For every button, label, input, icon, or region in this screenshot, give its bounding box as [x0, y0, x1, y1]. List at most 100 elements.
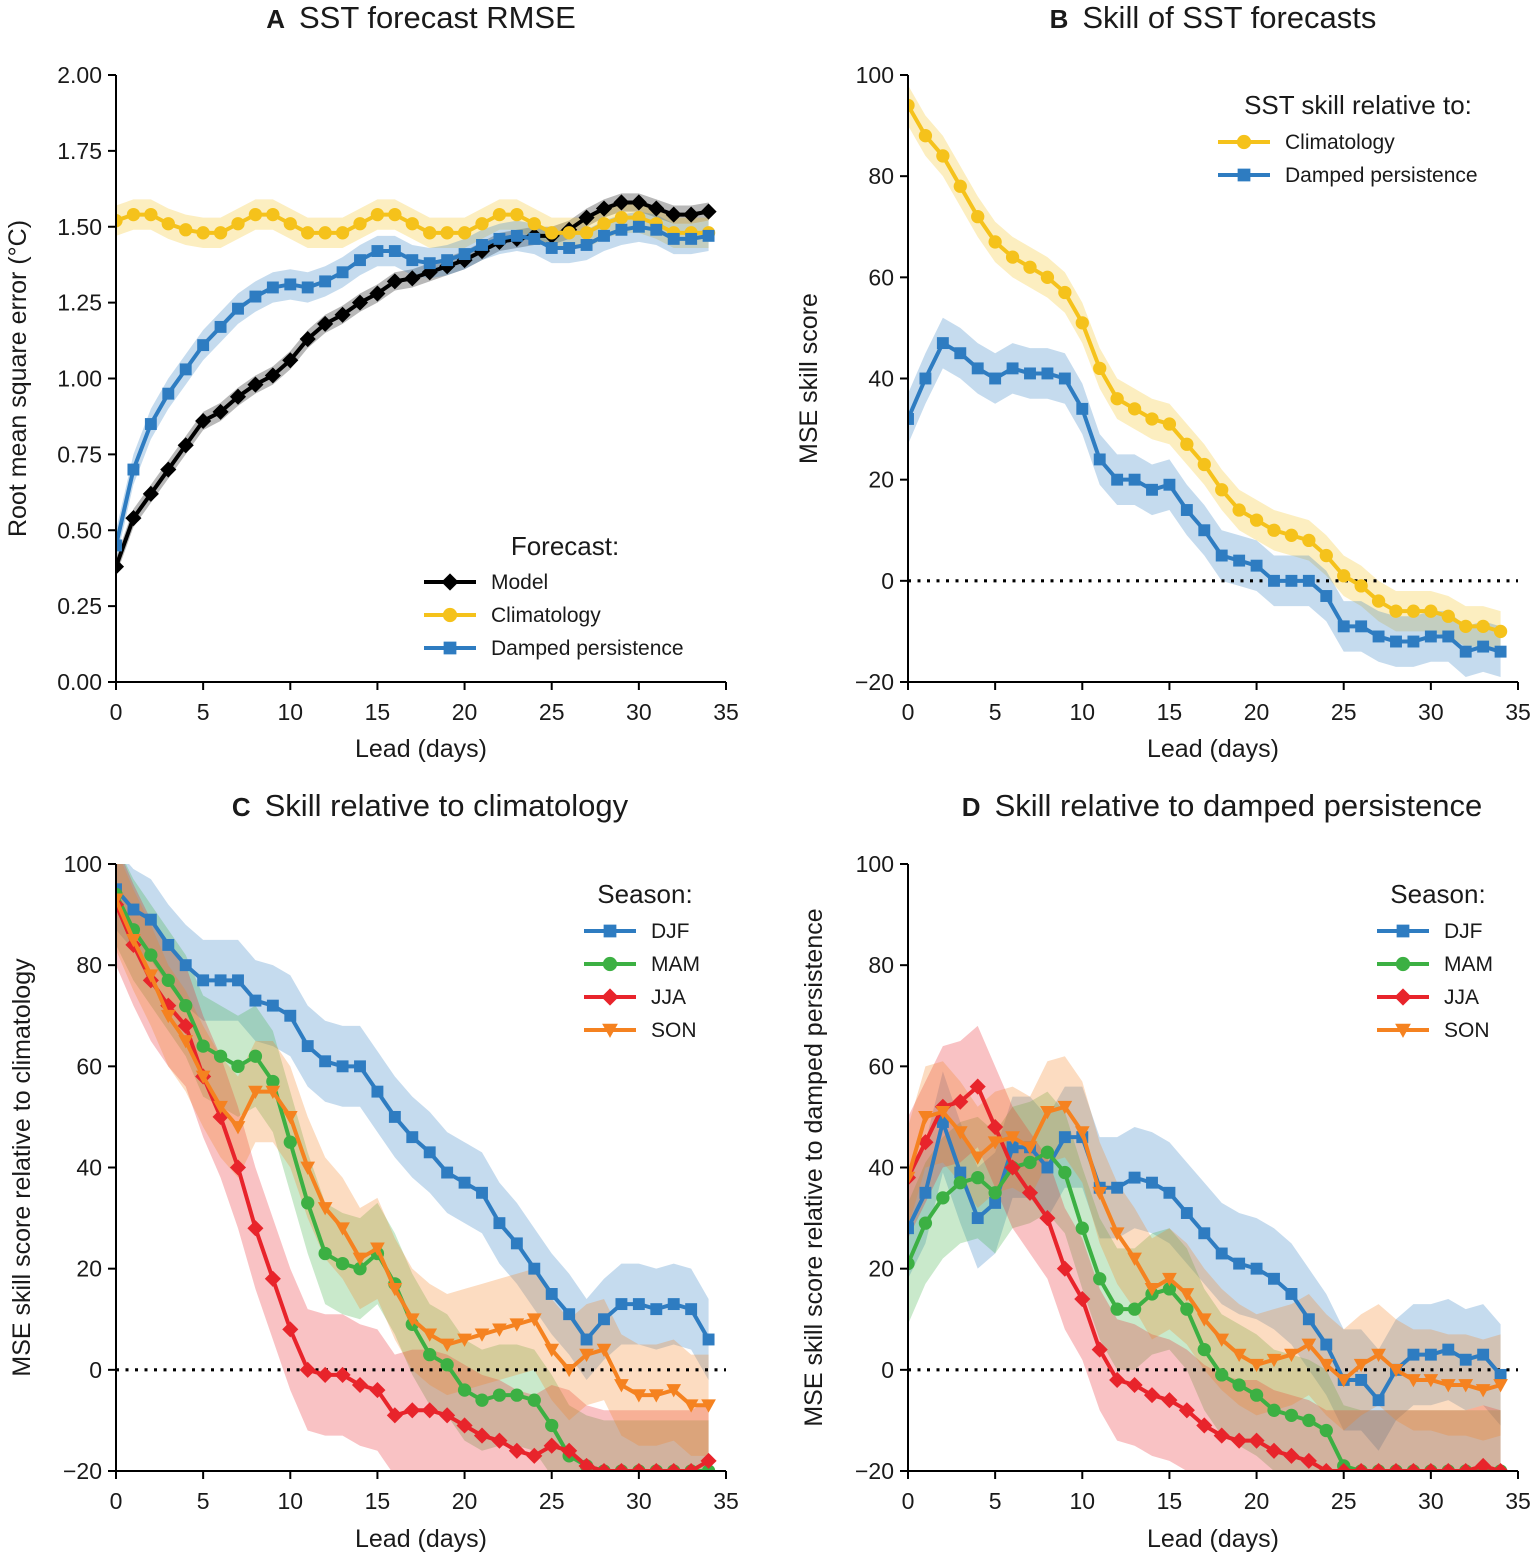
panel-d-djf-point-29: [1407, 1348, 1420, 1361]
panel-a-climatology-point-11: [301, 226, 315, 240]
panel-d-x-tick-label-10: 10: [1069, 1488, 1095, 1514]
panel-d-jja-point-32: [1457, 1462, 1474, 1471]
legend-key-damped-persistence-b-marker: [1237, 168, 1251, 182]
panel-d-jja-point-28: [1387, 1462, 1405, 1471]
panel-c-djf-point-31: [650, 1303, 663, 1316]
panel-c-mam-point-10: [283, 1135, 297, 1149]
panel-a-climatology-point-3: [161, 217, 175, 231]
panel-b-climatology-point-29: [1406, 604, 1421, 618]
panel-c-mam-point-5: [196, 1039, 210, 1053]
panel-b-damped-persistence-point-18: [1215, 549, 1228, 562]
panel-a-model-point-2: [142, 485, 159, 502]
legend-key-mam-d: [1377, 956, 1429, 972]
panel-a-model-point-13: [334, 306, 351, 323]
panel-a-x-tick-label-25: 25: [539, 699, 565, 725]
panel-a-damped-persistence-point-27: [580, 239, 593, 251]
panel-b-damped-persistence-point-20: [1250, 559, 1263, 572]
panel-c-jja-point-10: [282, 1321, 299, 1338]
panel-c-djf-point-19: [441, 1166, 454, 1179]
panel-c-y-tick-label-6: 100: [64, 851, 102, 877]
panel-c-son-point-25: [544, 1343, 560, 1357]
panel-b-damped-persistence-point-4: [971, 362, 984, 375]
panel-a-climatology-point-10: [283, 217, 297, 231]
panel-a-damped-persistence-point-17: [406, 254, 419, 267]
panel-d-son-point-28: [1388, 1363, 1404, 1378]
legend-key-damped-persistence-b: [1218, 168, 1270, 182]
panel-a-model-point-28: [595, 200, 613, 217]
panel-d-x-axis-label: Lead (days): [1147, 1525, 1279, 1553]
panel-d-jja-point-33: [1475, 1457, 1492, 1471]
panel-d-y-tick-label-2: 20: [868, 1256, 894, 1282]
panel-d-y-tick-label-6: 100: [856, 851, 894, 877]
panel-b-damped-persistence-point-16: [1180, 504, 1193, 516]
panel-a-model-point-6: [212, 403, 229, 420]
panel-c-djf-point-12: [319, 1055, 332, 1068]
panel-a-damped-persistence-point-23: [510, 229, 523, 242]
panel-d-jja-point-16: [1178, 1402, 1195, 1419]
panel-a-model-point-16: [386, 273, 403, 290]
panel-c-x-tick-label-30: 30: [626, 1488, 652, 1514]
panel-a-y-tick-label-2: 0.50: [57, 517, 102, 543]
panel-c-djf-point-11: [301, 1040, 314, 1053]
panel-a-climatology-point-28: [597, 217, 611, 231]
panel-b-climatology-point-33: [1476, 619, 1490, 634]
panel-d-son-point-2: [935, 1105, 951, 1120]
panel-b-climatology-point-0: [908, 98, 915, 112]
panel-c-mam-point-9: [266, 1074, 280, 1089]
panel-b-climatology-point-24: [1319, 548, 1333, 563]
panel-d-jja-point-26: [1353, 1462, 1370, 1471]
panel-c-x-tick-label-10: 10: [277, 1488, 303, 1514]
panel-a-climatology-point-8: [248, 207, 263, 222]
panel-d-mam-point-24: [1319, 1423, 1333, 1438]
panel-b-x-tick-label-30: 30: [1418, 699, 1444, 725]
panel-d-mam-point-8: [1040, 1145, 1055, 1159]
panel-a-climatology-point-0: [116, 214, 123, 228]
panel-c-son-point-17: [404, 1313, 420, 1327]
panel-c-mam-point-3: [161, 973, 175, 987]
panel-d-x-tick-label-0: 0: [902, 1488, 915, 1514]
panel-d-jja-point-17: [1196, 1417, 1213, 1434]
legend-key-mam-c: [584, 956, 636, 972]
panel-c-y-tick-label-0: −20: [63, 1458, 102, 1484]
panel-a-climatology-point-17: [405, 217, 419, 231]
panel-d-son-point-21: [1266, 1353, 1282, 1368]
panel-c-son-point-6: [213, 1100, 228, 1115]
panel-d-son-point-13: [1127, 1252, 1142, 1266]
panel-c-son-point-11: [300, 1161, 316, 1175]
panel-d-jja-point-34: [1492, 1462, 1509, 1471]
panel-d-x-tick-label-20: 20: [1244, 1488, 1270, 1514]
panel-c-jja-point-29: [613, 1462, 630, 1471]
panel-d-mam-point-19: [1232, 1378, 1246, 1392]
panel-b-damped-persistence-point-19: [1233, 554, 1246, 567]
panel-c-djf-point-4: [179, 959, 192, 972]
panel-c-jja-point-20: [456, 1417, 473, 1434]
panel-a-damped-persistence-point-13: [336, 266, 349, 279]
panel-c-son-point-14: [352, 1252, 368, 1266]
panel-b-damped-persistence-point-17: [1198, 524, 1211, 537]
panel-a-model-point-33: [683, 206, 700, 223]
panel-b-damped-persistence-point-0: [908, 413, 914, 425]
panel-a-y-tick-label-5: 1.25: [57, 290, 102, 316]
panel-d-son-point-23: [1301, 1338, 1317, 1352]
panel-d-son-point-5: [987, 1136, 1003, 1150]
panel-b-climatology-point-19: [1232, 503, 1246, 517]
panel-d-son-point-11: [1092, 1186, 1108, 1201]
panel-c-jja-point-25: [543, 1437, 560, 1454]
panel-a-model-uncertainty-band: [116, 193, 709, 576]
panel-c-mam-point-25: [545, 1418, 559, 1433]
panel-d-djf-point-31: [1442, 1343, 1455, 1356]
panel-c-x-tick-label-35: 35: [713, 1488, 739, 1514]
panel-c-djf-point-23: [510, 1237, 523, 1250]
panel-c-son-point-3: [160, 1009, 176, 1024]
panel-c-djf-point-21: [476, 1186, 488, 1199]
panel-c-son-point-21: [474, 1328, 490, 1342]
panel-a-climatology-point-7: [231, 217, 245, 231]
legend-key-djf-c-marker: [603, 924, 617, 938]
panel-c-djf-point-9: [266, 999, 279, 1012]
panel-d-jja-point-21: [1265, 1442, 1283, 1459]
panel-c-son-point-0: [116, 893, 124, 907]
panel-d-jja-uncertainty-band: [908, 1025, 1501, 1471]
panel-c-jja-point-32: [665, 1462, 682, 1471]
legend-key-jja-d: [1377, 988, 1429, 1006]
